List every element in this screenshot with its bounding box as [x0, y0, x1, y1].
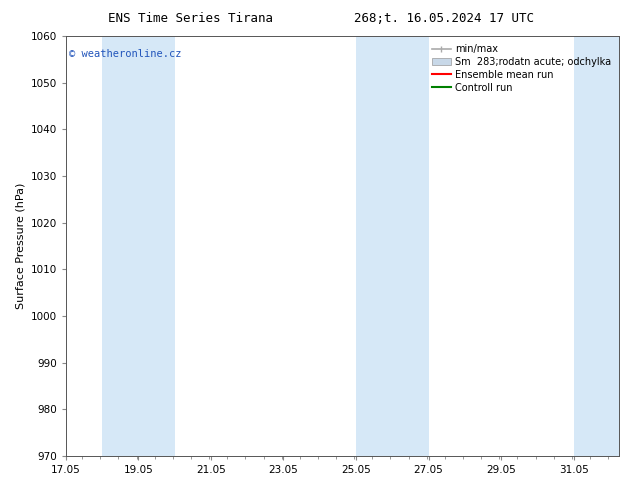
Legend: min/max, Sm  283;rodatn acute; odchylka, Ensemble mean run, Controll run: min/max, Sm 283;rodatn acute; odchylka, … [429, 41, 614, 96]
Text: 268;t. 16.05.2024 17 UTC: 268;t. 16.05.2024 17 UTC [354, 12, 534, 25]
Bar [356, 36, 429, 456]
Bar [102, 36, 174, 456]
Text: © weatheronline.cz: © weatheronline.cz [68, 49, 181, 59]
Text: ENS Time Series Tirana: ENS Time Series Tirana [108, 12, 273, 25]
Bar [574, 36, 619, 456]
Y-axis label: Surface Pressure (hPa): Surface Pressure (hPa) [15, 183, 25, 309]
